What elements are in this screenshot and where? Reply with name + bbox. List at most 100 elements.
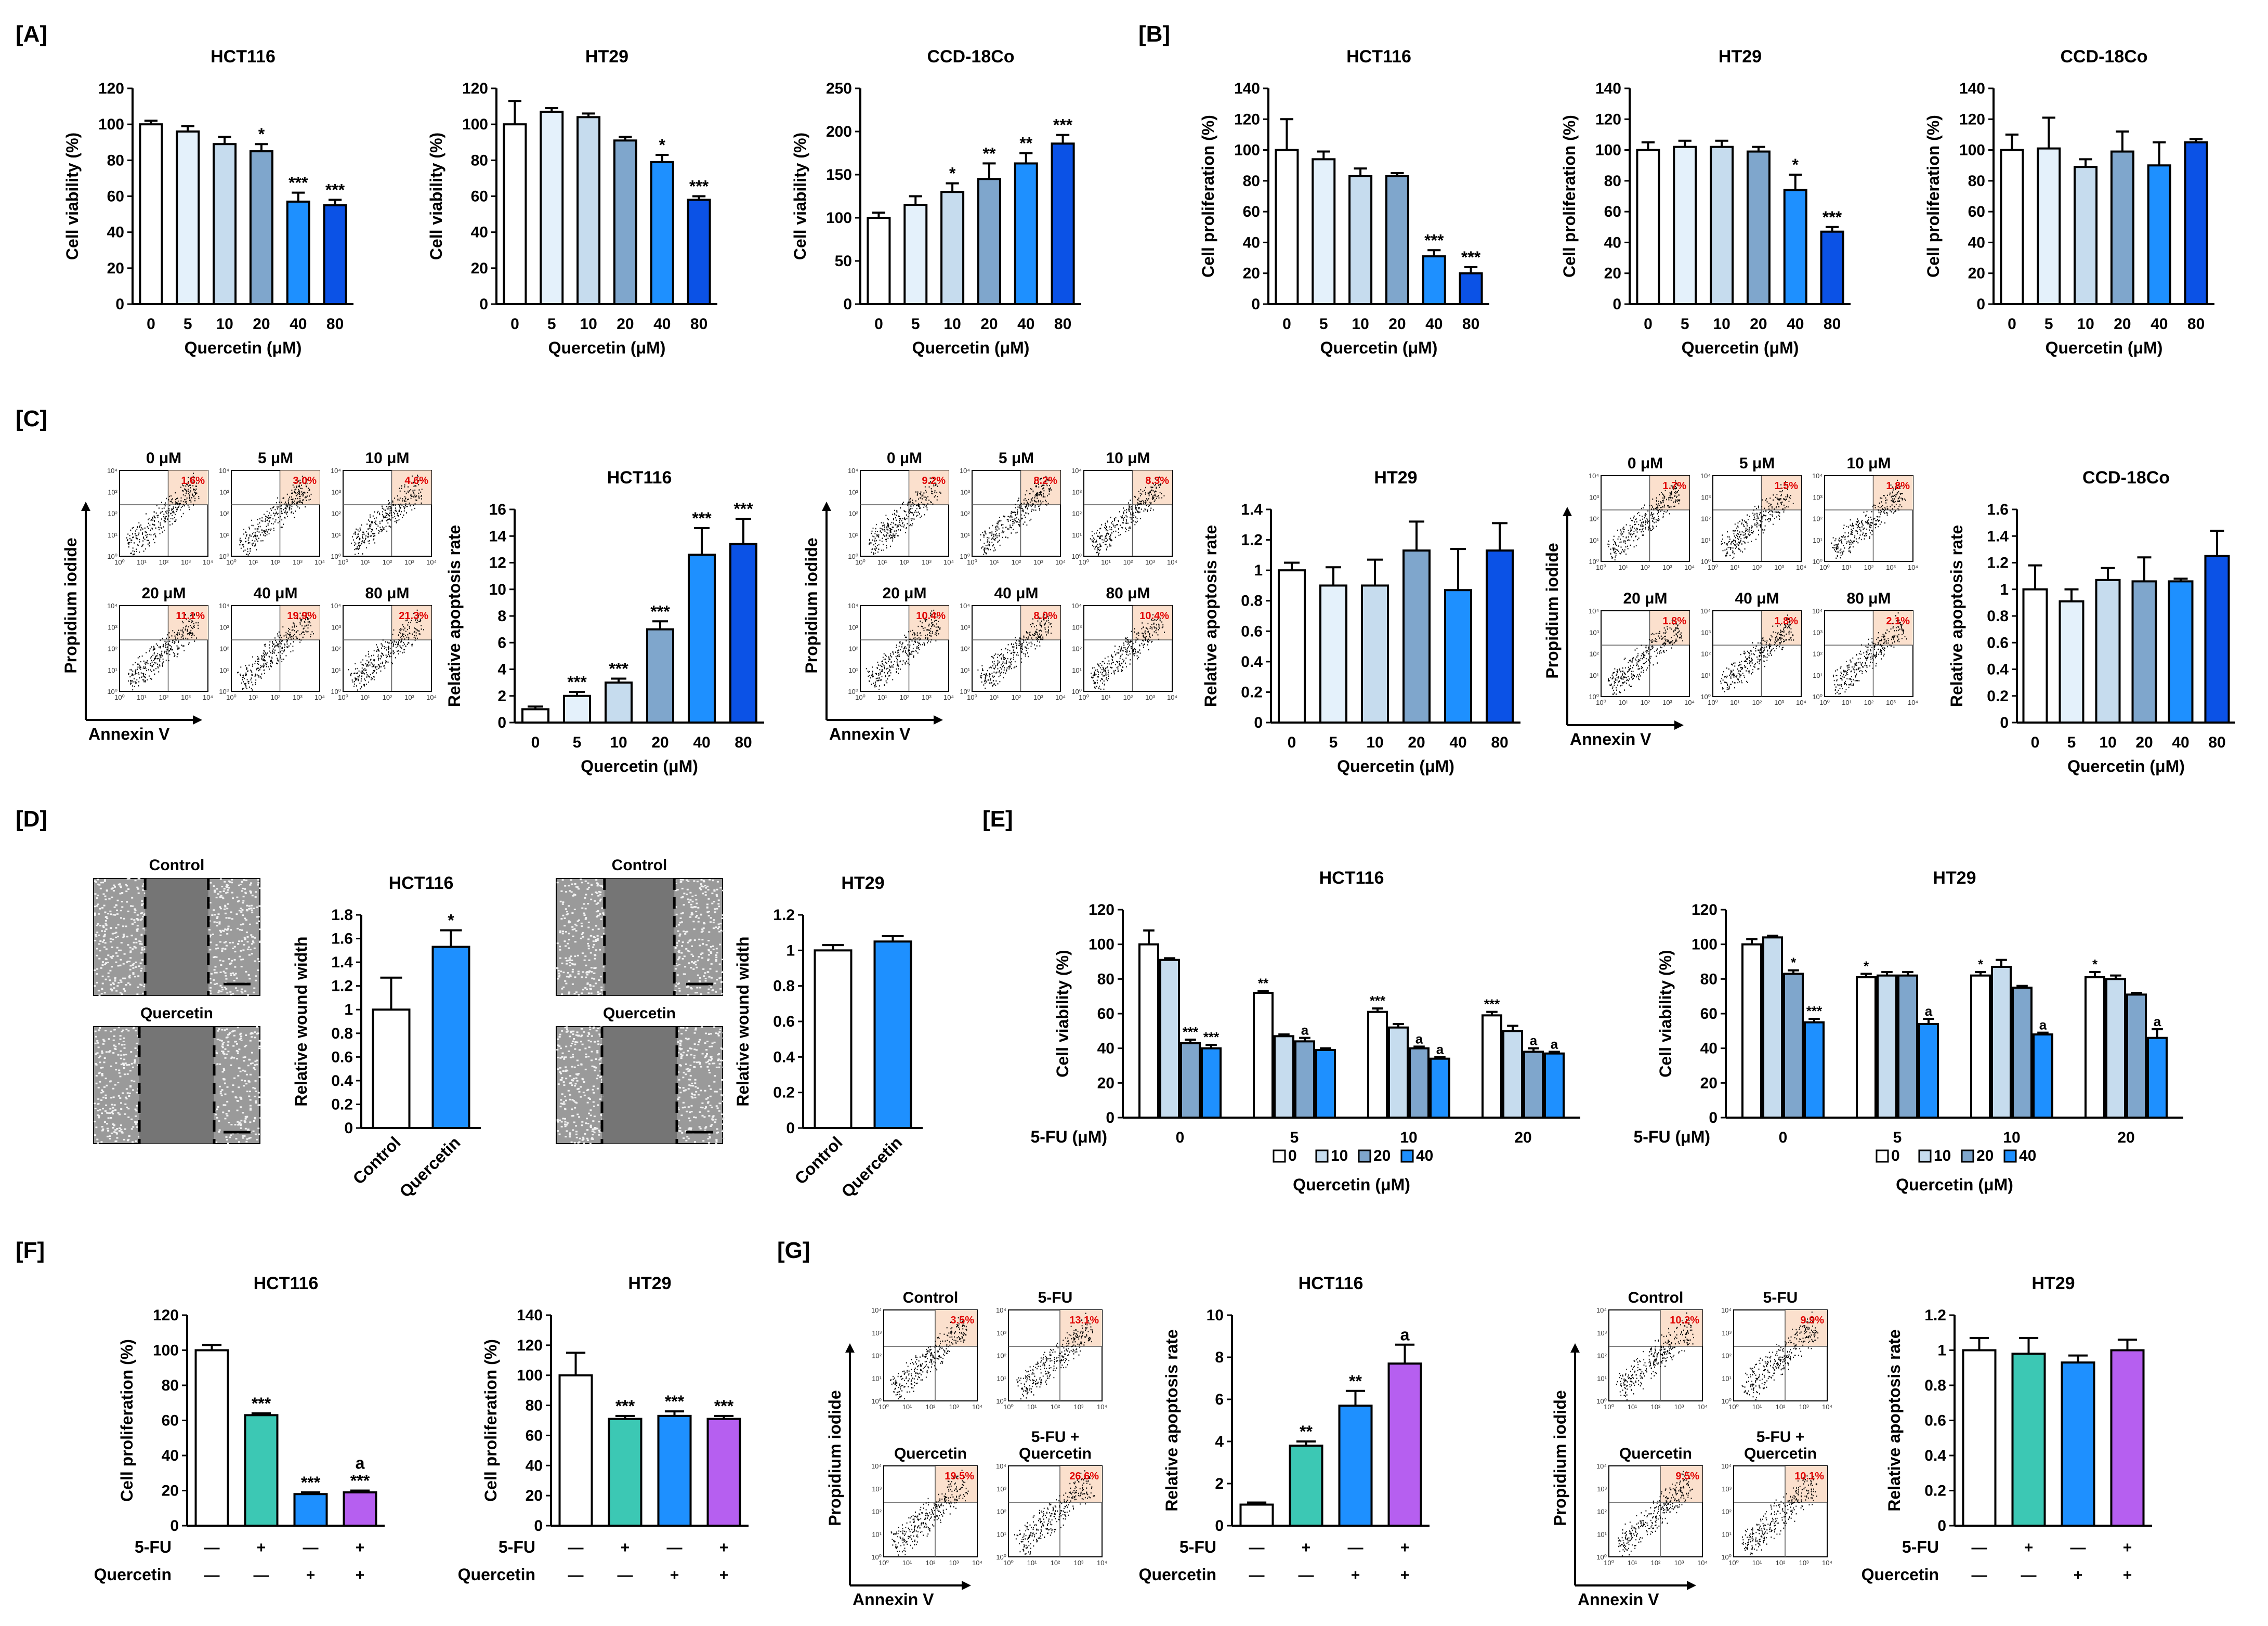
significance-mark: *** bbox=[609, 659, 628, 678]
panel-label-d: [D] bbox=[16, 806, 47, 832]
x-tick-label: 10¹ bbox=[902, 1403, 912, 1411]
dose-label: 0 μM bbox=[1628, 455, 1663, 472]
y-tick-label: 10³ bbox=[108, 488, 117, 496]
y-tick-label: 100 bbox=[826, 209, 852, 227]
x-tick-label: 20 bbox=[2135, 734, 2153, 751]
y-tick-label: 100 bbox=[1595, 142, 1621, 159]
y-tick-label: 100 bbox=[1692, 936, 1718, 953]
bar bbox=[176, 130, 200, 305]
y-tick-label: 120 bbox=[517, 1337, 543, 1354]
y-tick-label: 60 bbox=[526, 1427, 543, 1444]
apoptosis-percent: 1.8% bbox=[1886, 480, 1910, 492]
y-tick-label: 1 bbox=[786, 942, 795, 959]
event-dots bbox=[1741, 1472, 1817, 1555]
bar bbox=[323, 204, 347, 305]
x-tick-label: 10¹ bbox=[137, 558, 147, 566]
x-tick-label: 10⁴ bbox=[1684, 699, 1695, 706]
bar bbox=[1710, 146, 1734, 305]
y-tick-label: 80 bbox=[107, 152, 124, 169]
y-tick-label: 20 bbox=[162, 1483, 179, 1500]
event-dots bbox=[128, 612, 199, 691]
x-tick-label: 10³ bbox=[293, 693, 303, 701]
y-tick-label: 10⁰ bbox=[107, 688, 117, 696]
x-axis-title: Quercetin (μM) bbox=[581, 757, 698, 776]
x-axis-title: Quercetin (μM) bbox=[2067, 757, 2185, 776]
x-tick-label: 0 bbox=[1282, 316, 1291, 333]
apoptosis-percent: 8.3% bbox=[1145, 475, 1169, 487]
y-tick-label: 0 bbox=[1215, 1517, 1224, 1535]
apoptosis-percent: 9.5% bbox=[1675, 1471, 1699, 1482]
y-tick-label: 10⁴ bbox=[1589, 472, 1599, 480]
y-tick-label: 0 bbox=[115, 296, 124, 313]
y-tick-label: 0 bbox=[170, 1517, 179, 1535]
x-tick-label: 10⁰ bbox=[114, 693, 125, 701]
apoptosis-percent: 19.9% bbox=[287, 610, 317, 622]
y-tick-label: 10² bbox=[1813, 650, 1823, 658]
treatment-5fu-mark: + bbox=[1302, 1539, 1311, 1556]
x-tick-label: 0 bbox=[1779, 1129, 1788, 1146]
y-tick-label: 0.4 bbox=[1924, 1447, 1946, 1464]
y-tick-label: 10⁰ bbox=[960, 688, 970, 696]
y-tick-label: 10² bbox=[960, 645, 970, 653]
y-tick-label: 10³ bbox=[1072, 488, 1082, 496]
y-tick-label: 0.6 bbox=[1241, 623, 1263, 640]
flow-panel: 0 μM1.6%10⁰10⁰10¹10¹10²10²10³10³10⁴10⁴5 … bbox=[61, 450, 437, 743]
bar bbox=[873, 940, 912, 1129]
x-tick-label: 10² bbox=[1641, 563, 1650, 571]
y-tick-label: 10⁰ bbox=[107, 553, 117, 560]
wound-gap bbox=[145, 878, 208, 995]
pi-arrowhead bbox=[845, 1343, 855, 1353]
x-tick-label: 10² bbox=[1012, 693, 1021, 701]
x-tick-label: 40 bbox=[1787, 316, 1804, 333]
y-tick-label: 10⁴ bbox=[848, 602, 858, 610]
apoptosis-gate bbox=[168, 470, 208, 505]
y-tick-label: 100 bbox=[98, 116, 124, 133]
bar bbox=[903, 204, 928, 305]
x-tick-label: 10³ bbox=[1145, 693, 1155, 701]
apoptosis-percent: 11.1% bbox=[176, 610, 205, 622]
x-tick-label: 20 bbox=[1514, 1129, 1531, 1146]
y-tick-label: 10⁴ bbox=[1596, 1462, 1607, 1470]
y-tick-label: 10² bbox=[997, 1508, 1006, 1516]
y-tick-label: 150 bbox=[826, 166, 852, 183]
y-tick-label: 10⁴ bbox=[1589, 607, 1599, 615]
bar bbox=[431, 946, 470, 1129]
dose-label: 10 μM bbox=[1846, 455, 1891, 472]
y-tick-label: 10⁰ bbox=[1596, 1397, 1607, 1405]
y-tick-label: 10¹ bbox=[1701, 672, 1711, 679]
significance-mark: *** bbox=[1484, 996, 1500, 1012]
category-axis-label: 5-FU (μM) bbox=[1030, 1127, 1107, 1146]
wound-gap bbox=[604, 878, 675, 995]
y-tick-label: 120 bbox=[1692, 901, 1718, 919]
y-tick-label: 100 bbox=[517, 1367, 543, 1384]
y-tick-label: 1.2 bbox=[1241, 532, 1263, 549]
panel-label-c: [C] bbox=[16, 406, 47, 431]
x-axis-title: Quercetin (μM) bbox=[912, 338, 1030, 357]
bar bbox=[1746, 150, 1771, 305]
bar bbox=[977, 178, 1001, 305]
y-tick-label: 10¹ bbox=[1813, 536, 1823, 544]
wound-image: Quercetin bbox=[93, 1005, 262, 1144]
y-tick-label: 10⁰ bbox=[1700, 693, 1711, 701]
x-tick-label: 10⁰ bbox=[338, 693, 348, 701]
significance-mark: * bbox=[258, 125, 265, 143]
y-axis-title: Relative wound width bbox=[292, 936, 310, 1106]
y-tick-label: 10⁴ bbox=[996, 1306, 1006, 1314]
row-label-5fu: 5-FU bbox=[1179, 1538, 1216, 1556]
event-dots bbox=[1091, 614, 1165, 690]
annexin-axis-label: Annexin V bbox=[1578, 1590, 1659, 1609]
bar bbox=[1422, 255, 1446, 306]
treatment-quercetin-mark: + bbox=[1351, 1567, 1360, 1584]
apoptosis-percent: 26.6% bbox=[1069, 1471, 1099, 1482]
x-tick-label: 10³ bbox=[1662, 699, 1672, 706]
chart-title: HT29 bbox=[2031, 1274, 2075, 1293]
x-tick-label: 10³ bbox=[181, 558, 191, 566]
x-tick-label: 0 bbox=[510, 316, 519, 333]
annexin-arrowhead bbox=[934, 715, 943, 725]
bar-series-40 bbox=[2147, 1037, 2168, 1119]
significance-mark: *** bbox=[325, 180, 345, 199]
x-tick-label: 20 bbox=[2117, 1129, 2134, 1146]
